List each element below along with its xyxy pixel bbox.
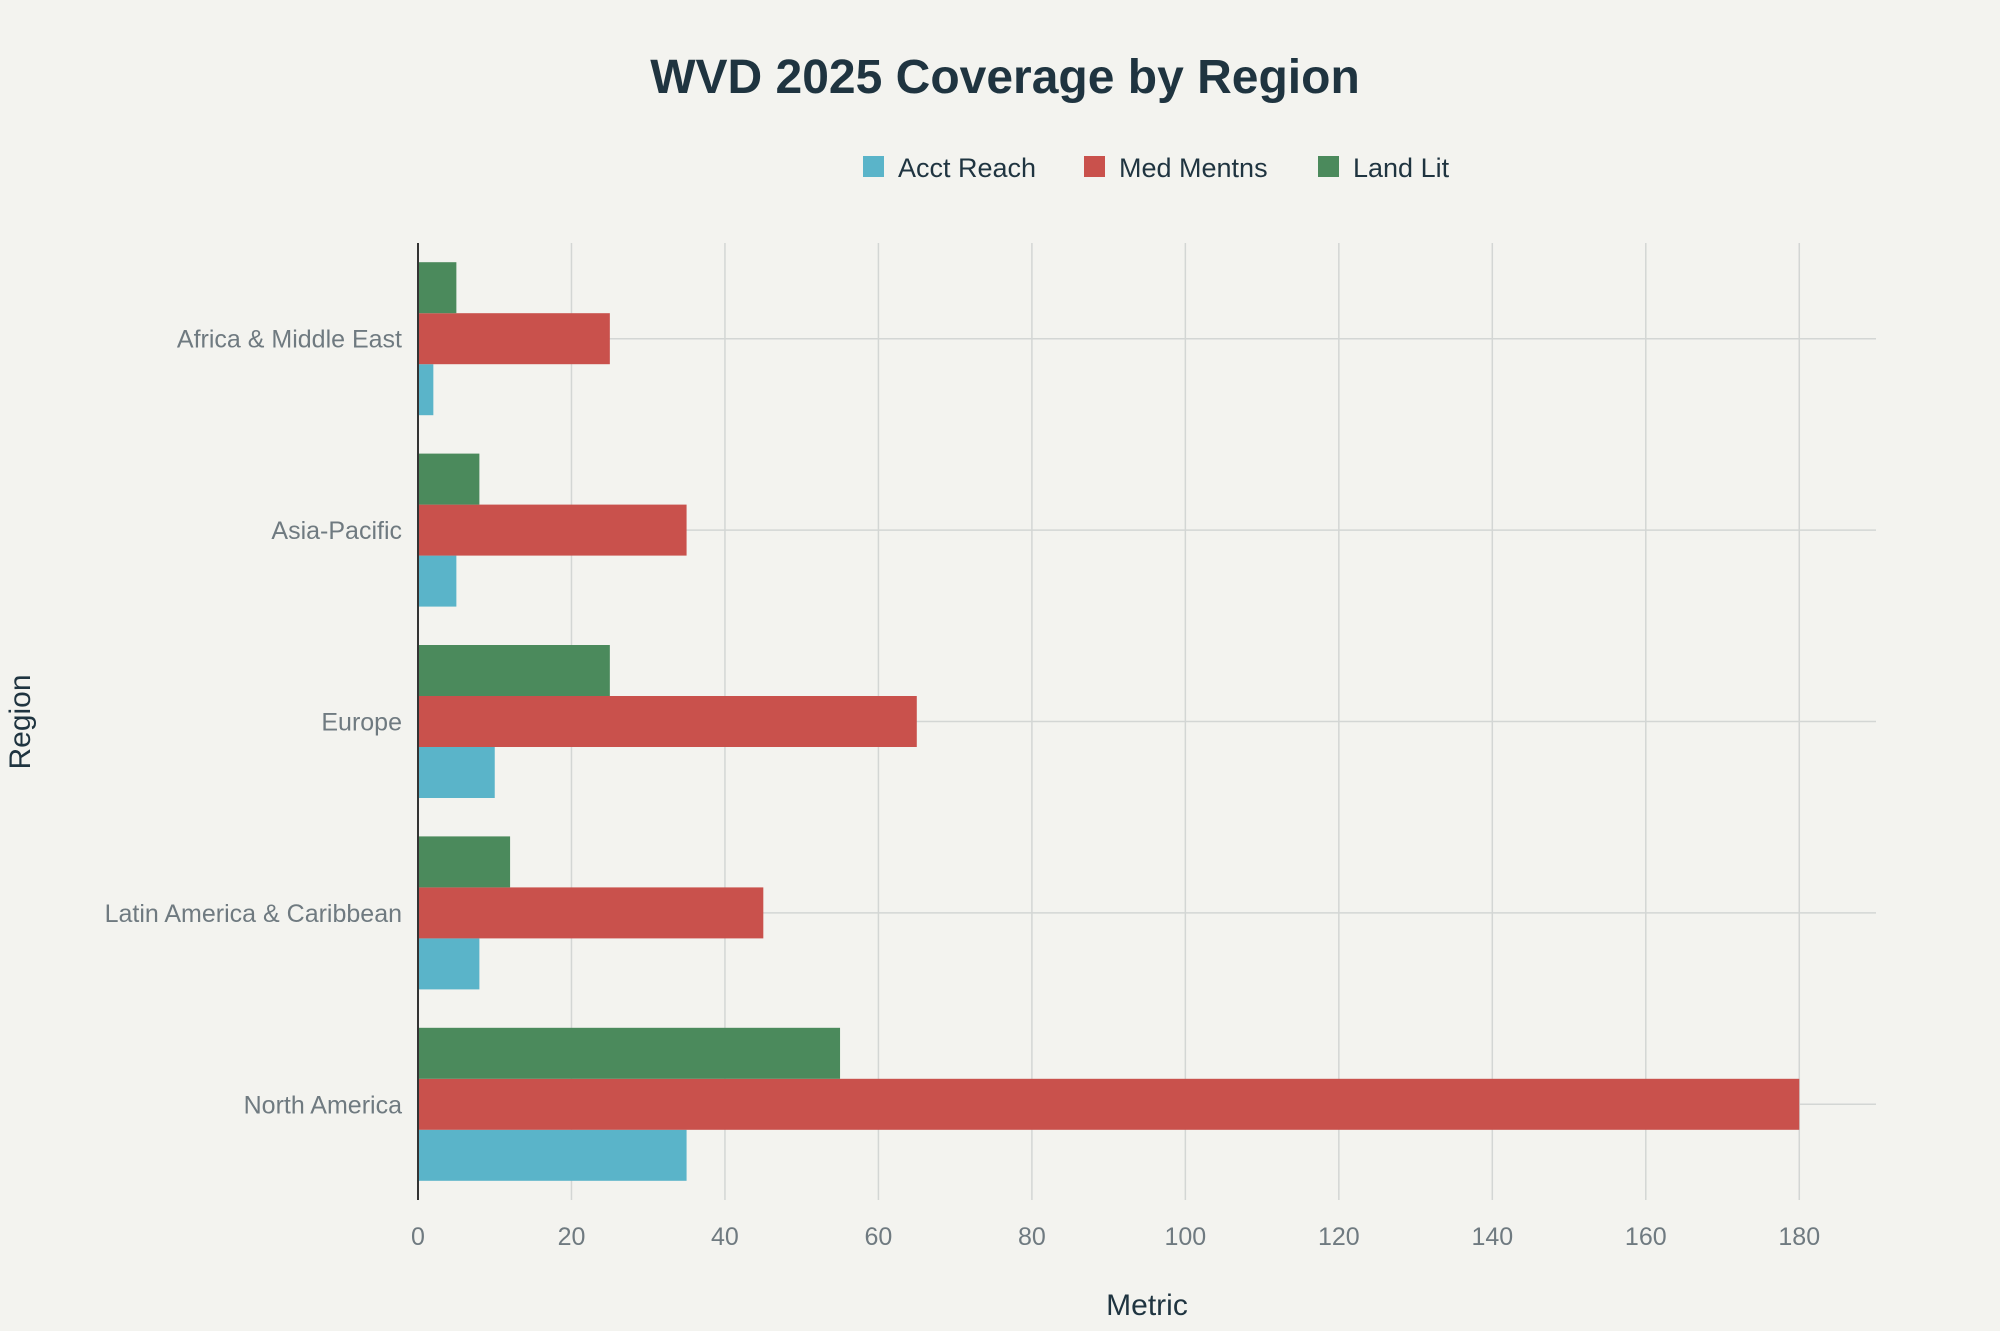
y-tick-label: Europe [321,709,402,737]
y-tick-labels: North America Latin America & Caribbean Eu… [105,326,402,1120]
legend-swatch [1318,156,1339,177]
legend-item[interactable]: Med Mentns [1084,153,1268,183]
legend-swatch [1084,156,1105,177]
x-tick-label: 0 [411,1223,425,1251]
bars [418,262,1800,1181]
bar-med-mentns[interactable] [418,313,610,365]
x-tick-label: 40 [711,1223,739,1251]
bar-acct-reach[interactable] [418,364,434,416]
bar-land-lit[interactable] [418,836,511,888]
bar-acct-reach[interactable] [418,555,457,607]
x-tick-label: 180 [1778,1223,1820,1251]
legend-label: Acct Reach [898,153,1036,183]
legend-swatch [863,156,884,177]
bar-med-mentns[interactable] [418,1078,1800,1130]
y-tick-label: Africa & Middle East [177,326,402,354]
legend-item[interactable]: Land Lit [1318,153,1450,183]
bar-acct-reach[interactable] [418,938,480,990]
y-tick-label: Latin America & Caribbean [105,900,402,928]
bar-acct-reach[interactable] [418,747,495,798]
chart-title: WVD 2025 Coverage by Region [650,51,1360,104]
y-tick-label: North America [244,1091,402,1119]
x-tick-label: 120 [1318,1223,1360,1251]
x-tick-labels: 0 20 40 60 80 100 120 140 160 180 [411,1223,1820,1251]
bar-acct-reach[interactable] [418,1129,687,1181]
bar-land-lit[interactable] [418,262,457,314]
legend-label: Land Lit [1353,153,1450,183]
bar-land-lit[interactable] [418,1027,841,1079]
y-tick-label: Asia-Pacific [271,517,402,545]
bar-med-mentns[interactable] [418,696,917,747]
x-axis-title: Metric [1106,1289,1188,1322]
bar-land-lit[interactable] [418,645,610,696]
x-tick-label: 60 [865,1223,893,1251]
legend: Acct Reach Med Mentns Land Lit [863,153,1450,183]
bar-med-mentns[interactable] [418,887,764,939]
bar-med-mentns[interactable] [418,504,687,556]
x-tick-label: 160 [1625,1223,1667,1251]
x-tick-label: 80 [1018,1223,1046,1251]
legend-label: Med Mentns [1119,153,1268,183]
x-tick-label: 20 [558,1223,586,1251]
y-axis-title: Region [4,674,37,769]
legend-item[interactable]: Acct Reach [863,153,1036,183]
x-tick-label: 140 [1471,1223,1513,1251]
bar-land-lit[interactable] [418,453,480,505]
x-tick-label: 100 [1165,1223,1207,1251]
